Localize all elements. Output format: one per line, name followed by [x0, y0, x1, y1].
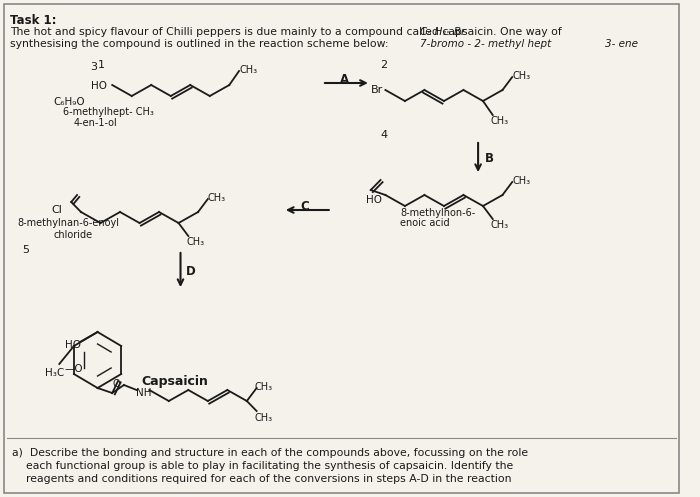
Text: 3: 3 [90, 62, 97, 72]
Text: HO: HO [366, 195, 382, 205]
Text: CH₃: CH₃ [491, 116, 509, 126]
Text: CH₃: CH₃ [491, 220, 509, 230]
Text: —O: —O [64, 364, 83, 374]
Text: 8-methylnan-6-enoyl: 8-methylnan-6-enoyl [18, 218, 120, 228]
Text: 3- ene: 3- ene [605, 39, 638, 49]
Text: HO: HO [65, 340, 81, 350]
Text: 1: 1 [97, 60, 104, 70]
Text: a)  Describe the bonding and structure in each of the compounds above, focussing: a) Describe the bonding and structure in… [12, 448, 528, 458]
FancyBboxPatch shape [4, 4, 679, 493]
Text: 6-methylhept- CH₃: 6-methylhept- CH₃ [64, 107, 154, 117]
Text: Cl: Cl [52, 205, 62, 215]
Text: 5: 5 [22, 245, 29, 255]
Text: Br: Br [371, 85, 383, 95]
Text: 4: 4 [381, 130, 388, 140]
Text: C₆H₉O: C₆H₉O [54, 97, 85, 107]
Text: Task 1:: Task 1: [10, 14, 56, 27]
Text: CH₃: CH₃ [208, 193, 226, 203]
Text: 4-en-1-ol: 4-en-1-ol [74, 118, 117, 128]
Text: Capsaicin: Capsaicin [141, 375, 209, 388]
Text: enoic acid: enoic acid [400, 218, 449, 228]
Text: C₈ H₁₅ Br: C₈ H₁₅ Br [419, 27, 465, 37]
Text: 2: 2 [381, 60, 388, 70]
Text: CH₃: CH₃ [255, 382, 273, 392]
Text: H₃C: H₃C [45, 368, 64, 378]
Text: each functional group is able to play in facilitating the synthesis of capsaicin: each functional group is able to play in… [12, 461, 513, 471]
Text: CH₃: CH₃ [186, 237, 204, 247]
Text: D: D [186, 265, 195, 278]
Text: synthesising the compound is outlined in the reaction scheme below:: synthesising the compound is outlined in… [10, 39, 389, 49]
Text: The hot and spicy flavour of Chilli peppers is due mainly to a compound called c: The hot and spicy flavour of Chilli pepp… [10, 27, 561, 37]
Text: O: O [112, 379, 120, 389]
Text: HO: HO [91, 81, 106, 91]
Text: C: C [300, 200, 309, 213]
Text: A: A [340, 73, 349, 86]
Text: CH₃: CH₃ [239, 65, 257, 75]
Text: B: B [485, 152, 494, 165]
Text: CH₃: CH₃ [512, 176, 531, 186]
Text: 7-bromo - 2- methyl hept: 7-bromo - 2- methyl hept [419, 39, 551, 49]
Text: chloride: chloride [54, 230, 93, 240]
Text: CH₃: CH₃ [512, 71, 531, 81]
Text: NH: NH [136, 388, 151, 398]
Text: reagents and conditions required for each of the conversions in steps A-D in the: reagents and conditions required for eac… [12, 474, 511, 484]
Text: CH₃: CH₃ [255, 413, 273, 423]
Text: 8-methylnon-6-: 8-methylnon-6- [400, 208, 475, 218]
